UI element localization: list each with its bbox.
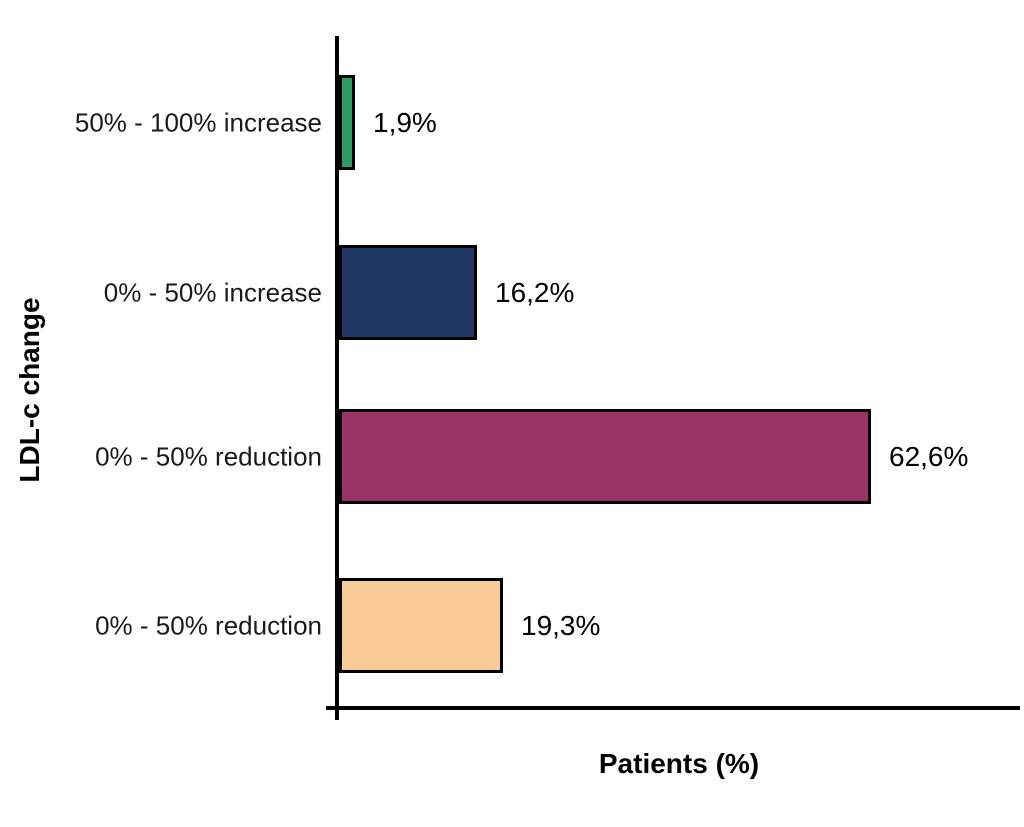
- x-axis-line: [326, 706, 1020, 710]
- y-axis-line: [335, 36, 339, 720]
- value-label: 1,9%: [373, 106, 437, 138]
- category-label: 0% - 50% increase: [103, 277, 322, 307]
- bar-row: 0% - 50% reduction 62,6%: [0, 409, 1024, 504]
- bar-0-50-increase: [339, 245, 477, 340]
- category-label: 0% - 50% reduction: [95, 441, 322, 471]
- bar-row: 50% - 100% increase 1,9%: [0, 75, 1024, 170]
- bar-row: 0% - 50% increase 16,2%: [0, 245, 1024, 340]
- category-label: 50% - 100% increase: [74, 107, 322, 137]
- bar-0-50-reduction-2: [339, 578, 503, 673]
- category-label: 0% - 50% reduction: [95, 610, 322, 640]
- bar-0-50-reduction: [339, 409, 871, 504]
- bar-row: 0% - 50% reduction 19,3%: [0, 578, 1024, 673]
- x-axis-title: Patients (%): [598, 748, 760, 779]
- value-label: 62,6%: [889, 440, 969, 472]
- bar-50-100-increase: [339, 75, 355, 170]
- value-label: 19,3%: [521, 609, 601, 641]
- value-label: 16,2%: [495, 276, 575, 308]
